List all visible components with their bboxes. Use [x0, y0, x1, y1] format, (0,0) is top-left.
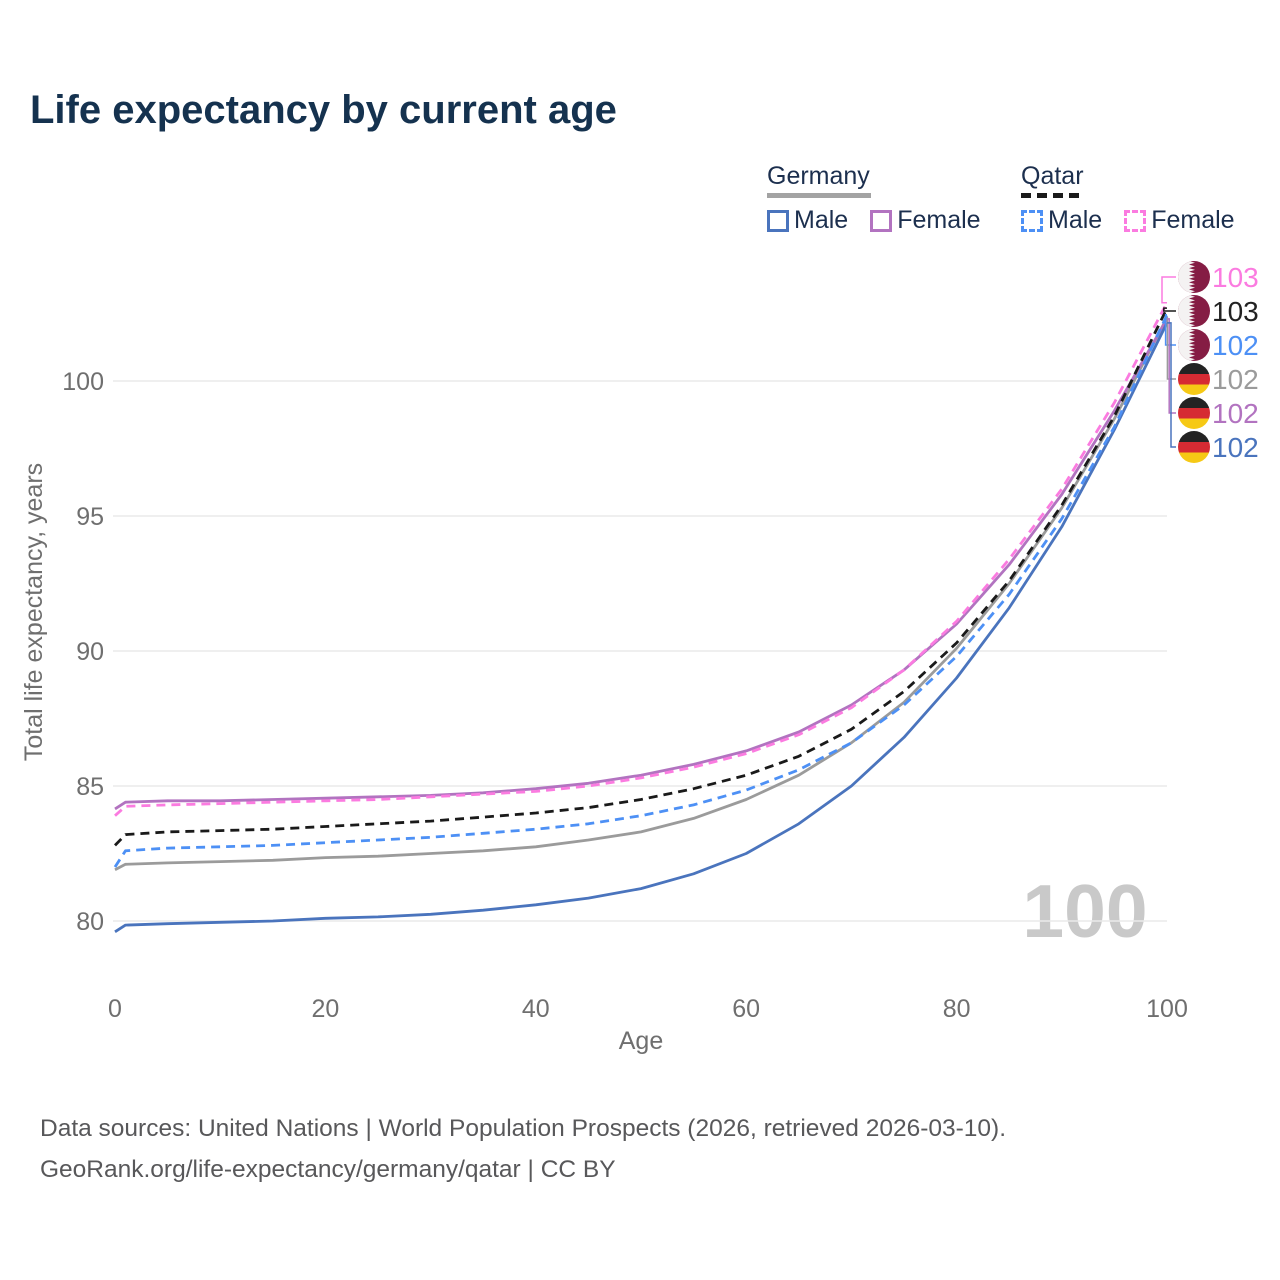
x-tick-label: 0	[108, 995, 122, 1023]
y-tick-label: 90	[76, 638, 104, 666]
end-value-label: 102	[1212, 364, 1259, 395]
age-watermark: 100	[1022, 869, 1147, 953]
qatar-male-swatch-icon	[1021, 209, 1043, 232]
x-tick-label: 100	[1146, 995, 1188, 1023]
label-connector	[1163, 307, 1176, 312]
y-axis-title: Total life expectancy, years	[20, 463, 48, 761]
flag-icon-germany	[1178, 397, 1210, 429]
x-tick-label: 20	[311, 995, 339, 1023]
legend-germany-male-label: Male	[794, 206, 849, 234]
end-value-label: 102	[1212, 330, 1259, 361]
legend-item-qatar-female[interactable]: Female	[1124, 206, 1235, 235]
legend-item-germany-female[interactable]: Female	[870, 206, 981, 235]
series-line-qatar_total[interactable]	[113, 307, 1169, 847]
data-sources-line: Data sources: United Nations | World Pop…	[40, 1115, 1007, 1142]
germany-female-swatch-icon	[870, 209, 893, 232]
series-line-qatar_male[interactable]	[113, 314, 1169, 868]
label-connector	[1167, 318, 1176, 414]
legend-germany-row: Male Female	[767, 206, 981, 235]
footer: Data sources: United Nations | World Pop…	[40, 1108, 1006, 1190]
legend-qatar-underline	[1021, 193, 1085, 198]
legend-qatar-row: Male Female	[1021, 206, 1235, 235]
legend-item-qatar-male[interactable]: Male	[1021, 206, 1102, 235]
y-tick-label: 80	[76, 908, 104, 936]
series-line-germany_female[interactable]	[114, 318, 1169, 811]
end-value-label: 102	[1212, 432, 1259, 463]
legend-germany-female-label: Female	[897, 206, 981, 234]
series-line-qatar_female[interactable]	[114, 302, 1169, 817]
series-line-germany_male[interactable]	[114, 322, 1169, 933]
legend-germany-label[interactable]: Germany	[767, 162, 870, 190]
legend-qatar-female-label: Female	[1151, 206, 1235, 234]
legend-germany-underline	[767, 193, 871, 198]
y-tick-label: 100	[62, 368, 104, 396]
y-tick-label: 95	[76, 503, 104, 531]
x-tick-label: 40	[522, 995, 550, 1023]
label-connector	[1161, 276, 1176, 304]
germany-male-swatch-icon	[767, 209, 789, 232]
legend-item-germany-male[interactable]: Male	[767, 206, 848, 235]
label-connector	[1167, 322, 1176, 448]
legend-group-qatar: Qatar Male Female	[1021, 163, 1235, 235]
y-tick-label: 85	[76, 773, 104, 801]
flag-icon-qatar	[1178, 329, 1210, 361]
flag-icon-germany	[1178, 431, 1210, 463]
attribution-line: GeoRank.org/life-expectancy/germany/qata…	[40, 1156, 616, 1183]
flag-icon-qatar	[1178, 261, 1210, 293]
end-value-label: 103	[1212, 296, 1259, 327]
legend-group-germany: Germany Male Female	[767, 163, 981, 235]
flag-icon-germany	[1178, 363, 1210, 395]
flag-icon-qatar	[1178, 295, 1210, 327]
end-value-label: 103	[1212, 262, 1259, 293]
legend-qatar-male-label: Male	[1048, 206, 1103, 234]
qatar-female-swatch-icon	[1124, 209, 1147, 232]
legend-qatar-label[interactable]: Qatar	[1021, 162, 1084, 190]
x-axis-title: Age	[619, 1027, 663, 1055]
end-value-label: 102	[1212, 398, 1259, 429]
series-line-germany_total[interactable]	[114, 316, 1169, 871]
x-tick-label: 60	[732, 995, 760, 1023]
x-tick-label: 80	[943, 995, 971, 1023]
page-title: Life expectancy by current age	[30, 88, 617, 132]
